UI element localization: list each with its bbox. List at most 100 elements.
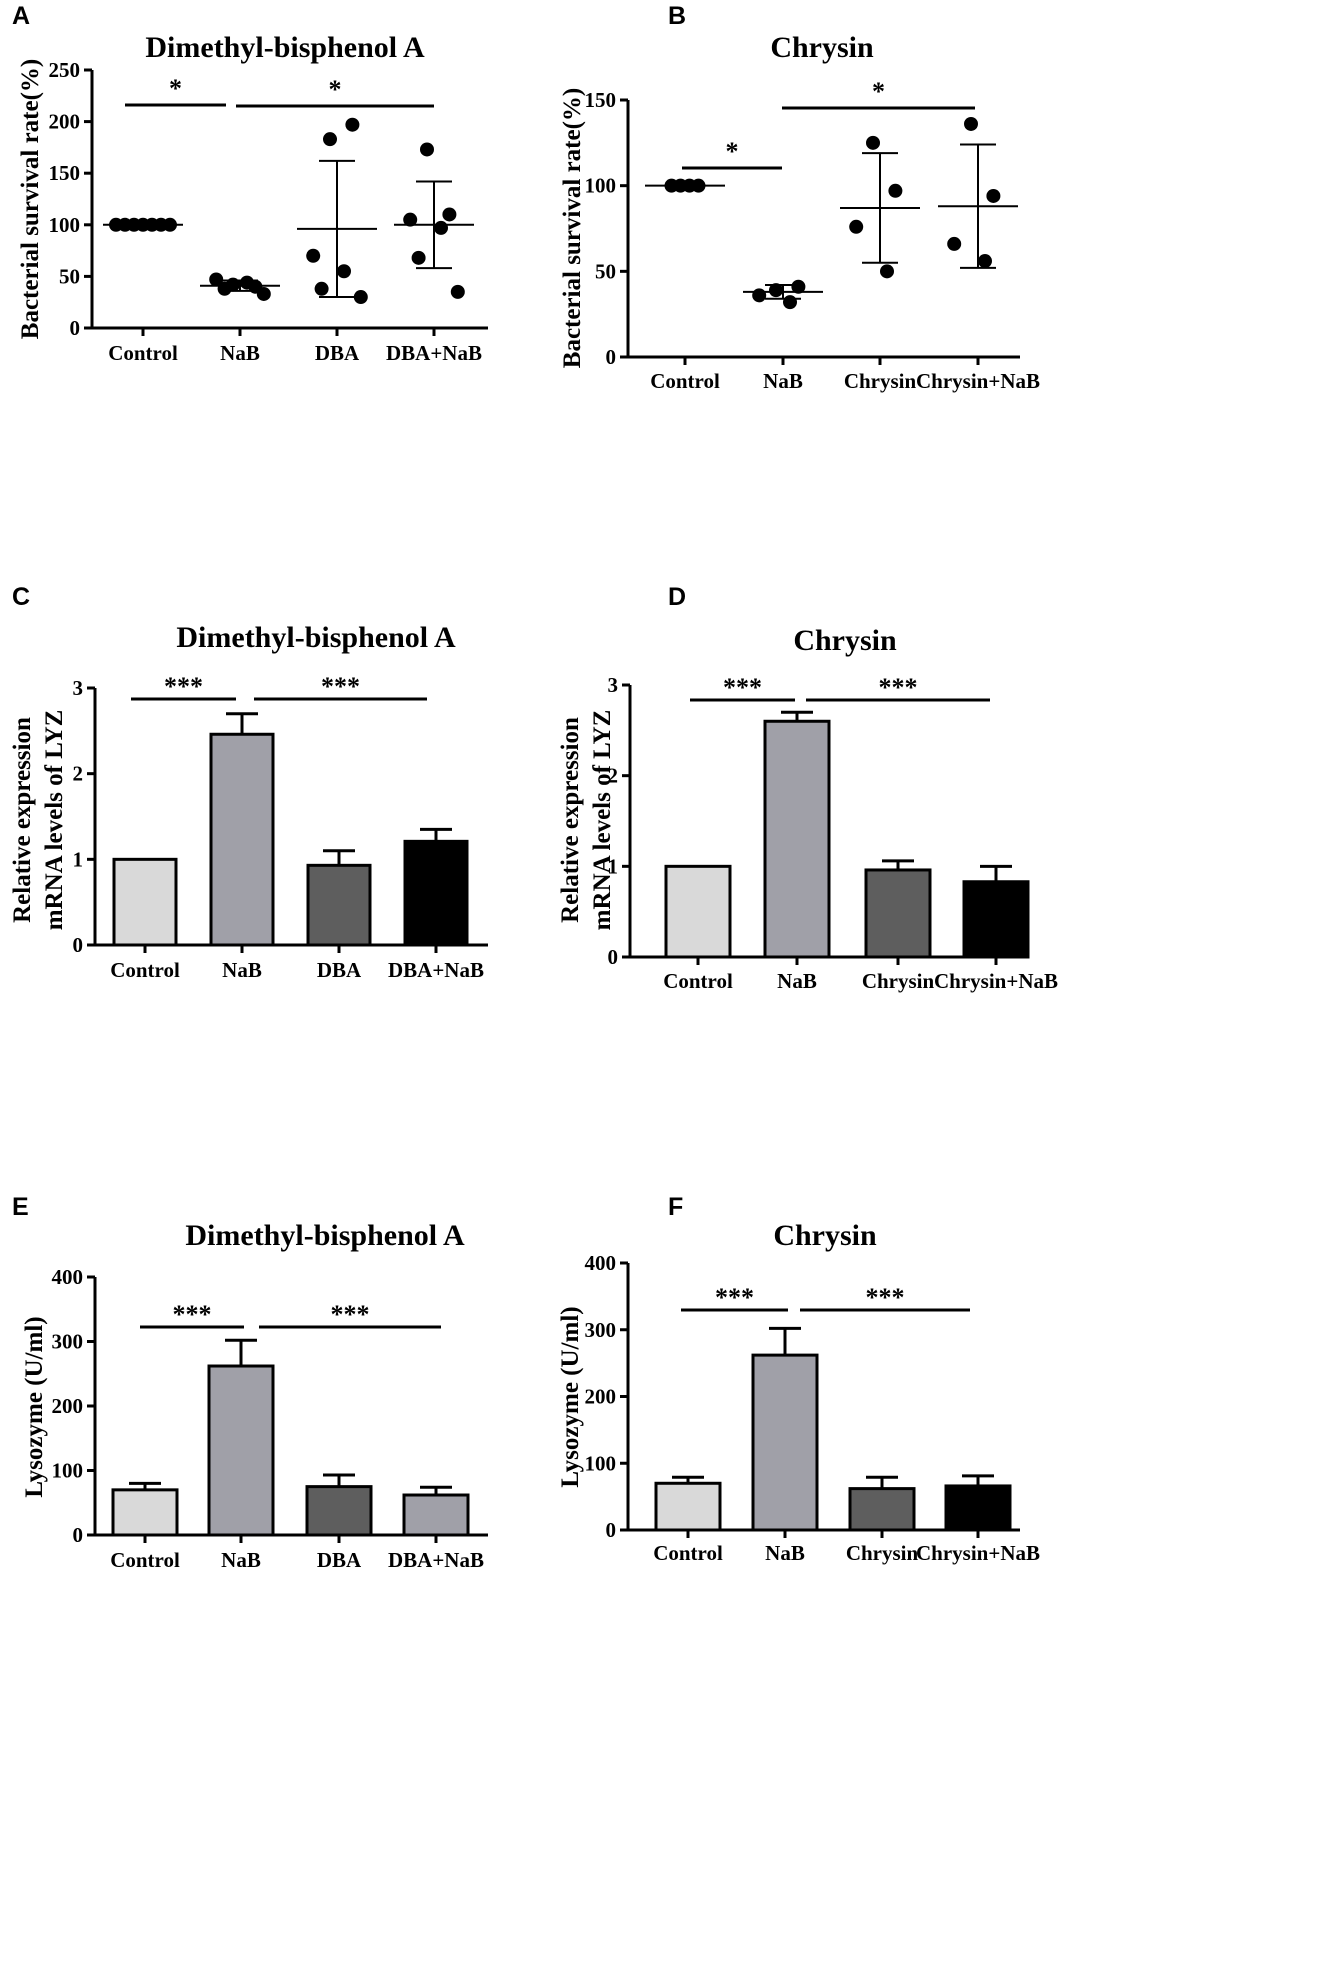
panel-letter: C <box>12 583 30 611</box>
x-tick-label: Control <box>663 969 733 993</box>
x-tick-label: NaB <box>220 341 260 365</box>
x-tick-label: Control <box>653 1541 723 1565</box>
data-point <box>964 116 978 131</box>
y-tick-label: 400 <box>585 1251 617 1275</box>
x-tick-label: DBA+NaB <box>386 341 482 365</box>
x-tick-label: NaB <box>222 958 262 982</box>
significance-label: *** <box>715 1283 754 1312</box>
bar <box>751 1353 819 1532</box>
data-point <box>217 281 232 296</box>
y-axis-label: Bacterial survival rate(%) <box>559 88 586 368</box>
y-tick-label: 100 <box>52 1459 84 1483</box>
bar <box>962 880 1030 959</box>
x-tick-label: NaB <box>221 1548 261 1572</box>
x-tick-label: Control <box>108 341 178 365</box>
x-tick-label: DBA <box>315 341 360 365</box>
x-tick-label: Chrysin+NaB <box>934 969 1058 993</box>
panel-letter: B <box>668 2 686 30</box>
x-tick-label: Control <box>650 369 720 393</box>
bar <box>112 857 178 947</box>
panel-f: F Chrysin Lysozyme (U/ml) 0 100 200 300 400 Cont… <box>557 1193 1040 1565</box>
y-tick-label: 100 <box>585 1451 617 1475</box>
data-point <box>691 178 706 193</box>
x-tick-label: Chrysin <box>844 369 917 393</box>
y-axis-label: Bacterial survival rate(%) <box>17 59 44 339</box>
y-tick-label: 100 <box>585 174 617 198</box>
y-tick-label: 200 <box>49 110 81 134</box>
chart-title: Dimethyl-bisphenol A <box>145 31 425 64</box>
data-point <box>434 220 448 235</box>
data-point <box>411 250 426 265</box>
data-point <box>947 236 962 251</box>
panel-letter: A <box>12 2 30 30</box>
significance-label: *** <box>173 1300 212 1329</box>
bar <box>403 839 469 947</box>
y-tick-label: 3 <box>73 676 84 700</box>
data-point <box>337 264 351 279</box>
panel-letter: D <box>668 583 686 611</box>
significance-label: * <box>872 77 885 106</box>
data-point <box>240 275 254 290</box>
x-tick-label: DBA+NaB <box>388 1548 484 1572</box>
data-point <box>791 279 806 294</box>
data-point <box>403 212 418 227</box>
y-tick-label: 0 <box>70 316 81 340</box>
y-tick-label: 0 <box>73 933 84 957</box>
bar <box>944 1484 1012 1532</box>
y-tick-label: 0 <box>608 945 619 969</box>
y-axis-label: Lysozyme (U/ml) <box>21 1316 48 1497</box>
bar <box>207 1364 275 1537</box>
data-point <box>442 207 457 222</box>
data-point <box>306 248 321 263</box>
y-tick-label: 100 <box>49 213 81 237</box>
bar <box>305 1485 373 1537</box>
bar <box>664 864 732 959</box>
y-tick-label: 1 <box>73 847 84 871</box>
data-point <box>345 117 360 132</box>
x-tick-label: DBA <box>317 1548 362 1572</box>
y-tick-label: 150 <box>49 161 81 185</box>
y-tick-label: 50 <box>59 264 80 288</box>
significance-label: *** <box>321 672 360 701</box>
chart-title: Chrysin <box>770 31 874 64</box>
x-tick-label: NaB <box>777 969 817 993</box>
panel-c: C Dimethyl-bisphenol A Relative expression… <box>9 583 488 982</box>
y-tick-label: 250 <box>49 58 81 82</box>
significance-label: *** <box>164 672 203 701</box>
data-point <box>323 132 337 147</box>
x-tick-label: DBA <box>317 958 362 982</box>
y-axis-label: mRNA levels of LYZ <box>589 710 616 931</box>
x-tick-label: Chrysin+NaB <box>916 369 1040 393</box>
y-tick-label: 150 <box>585 88 617 112</box>
data-point <box>256 286 271 301</box>
x-tick-label: Control <box>110 958 180 982</box>
significance-label: * <box>169 74 182 103</box>
panel-letter: F <box>668 1193 683 1221</box>
x-tick-label: Chrysin <box>846 1541 919 1565</box>
y-tick-label: 50 <box>595 259 616 283</box>
bar <box>763 719 831 959</box>
bar <box>209 732 275 947</box>
y-tick-label: 0 <box>606 1518 617 1542</box>
significance-label: *** <box>866 1283 905 1312</box>
panel-a: A Dimethyl-bisphenol A Bacterial survival … <box>12 2 488 365</box>
data-point <box>314 281 329 296</box>
data-point <box>209 272 224 287</box>
y-axis-label: Relative expression <box>9 717 36 923</box>
x-tick-label: NaB <box>765 1541 805 1565</box>
y-tick-label: 200 <box>52 1394 84 1418</box>
bar <box>402 1493 470 1537</box>
chart-title: Dimethyl-bisphenol A <box>185 1219 465 1252</box>
y-axis-label: Lysozyme (U/ml) <box>557 1306 584 1487</box>
chart-title: Chrysin <box>773 1219 877 1252</box>
y-tick-label: 0 <box>73 1523 84 1547</box>
y-axis-label: mRNA levels of LYZ <box>41 710 68 931</box>
y-tick-label: 0 <box>606 345 617 369</box>
bar <box>111 1488 179 1537</box>
significance-label: *** <box>879 673 918 702</box>
y-tick-label: 300 <box>52 1330 84 1354</box>
data-point <box>849 219 864 234</box>
chart-title: Dimethyl-bisphenol A <box>176 621 456 654</box>
chart-title: Chrysin <box>793 624 897 657</box>
